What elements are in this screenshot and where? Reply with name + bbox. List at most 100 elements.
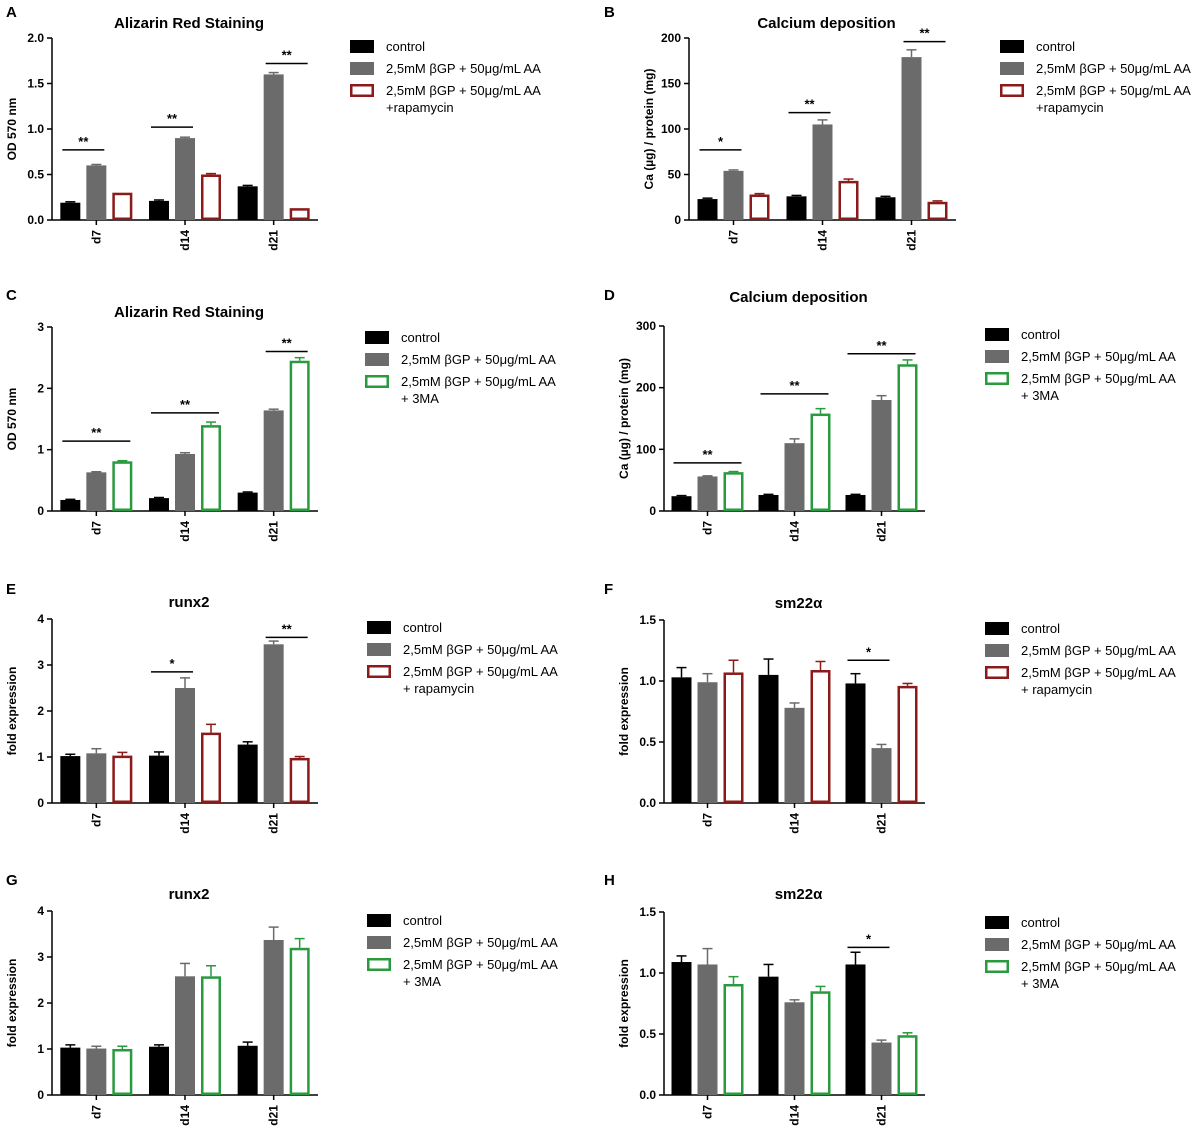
bar [723,472,744,511]
legend: control 2,5mM βGP + 50μg/mL AA 2,5mM βGP +… [985,327,1176,403]
bar [897,364,918,511]
legend-label-line2: + 3MA [1021,976,1059,991]
legend-swatch [350,84,374,97]
bar [149,200,169,220]
y-tick-label: 50 [668,168,682,182]
legend-label: control [401,330,440,345]
y-axis-label: fold expression [617,959,631,1048]
bar [289,208,310,220]
y-tick-label: 1.0 [639,966,656,980]
panel-label: B [604,4,615,21]
bar [263,644,284,803]
bar [697,476,718,511]
y-tick-label: 1.5 [27,77,44,91]
bar [723,170,744,220]
y-tick-label: 3 [37,320,44,334]
bar [786,196,807,220]
panel-label: G [6,872,18,889]
panel-label: F [604,581,613,598]
legend-label: 2,5mM βGP + 50μg/mL AA [1021,959,1176,974]
x-tick-label: d7 [89,230,103,244]
legend-label: control [386,39,425,54]
bar [263,939,284,1095]
bar [201,425,221,511]
legend-swatch [985,622,1009,635]
bar [723,672,744,804]
bar [237,744,258,803]
y-tick-label: 1.5 [639,905,656,919]
bar [237,492,258,511]
legend-label: control [403,913,442,928]
bar [86,753,107,803]
legend-label: 2,5mM βGP + 50μg/mL AA [403,935,558,950]
y-tick-label: 4 [37,904,44,918]
legend-swatch [985,350,1009,363]
x-tick-label: d7 [701,521,715,535]
y-tick-label: 0.0 [27,213,44,227]
x-tick-label: d21 [267,230,281,251]
bar [60,1047,81,1095]
bar [201,732,221,803]
significance-label: ** [282,336,293,351]
panel-label: E [6,581,16,598]
x-tick-label: d7 [727,230,741,244]
chart-panel-a: A Alizarin Red Staining 0.0 0.5 1.0 1.5 2.0 OD … [5,4,541,251]
legend-swatch [1000,84,1024,97]
bar [927,201,948,221]
significance-label: * [866,931,872,946]
legend-swatch [367,958,391,971]
significance-label: ** [180,397,191,412]
legend: control 2,5mM βGP + 50μg/mL AA 2,5mM βGP +… [367,620,558,696]
legend-label-line2: + rapamycin [403,681,474,696]
y-tick-label: 0 [37,1088,44,1102]
y-axis-label: fold expression [5,959,19,1048]
bar [175,976,195,1095]
legend-label-line2: +rapamycin [386,100,454,115]
bar [838,180,859,220]
bar [86,472,107,511]
bar [875,197,896,220]
legend-label-line2: + 3MA [401,391,439,406]
significance-label: ** [702,447,713,462]
chart-title: sm22α [775,886,823,903]
legend: control 2,5mM βGP + 50μg/mL AA 2,5mM βGP +… [367,913,558,989]
bar [758,976,779,1095]
bar [871,1042,892,1095]
y-tick-label: 100 [636,442,656,456]
y-tick-label: 0.5 [27,168,44,182]
y-tick-label: 200 [661,31,681,45]
bar [112,192,133,220]
legend-swatch [367,621,391,634]
significance-label: * [866,644,872,659]
legend-label: 2,5mM βGP + 50μg/mL AA [403,957,558,972]
x-tick-label: d21 [267,813,281,834]
y-axis-label: Ca (µg) / protein (mg) [617,358,631,479]
x-tick-label: d21 [875,813,889,834]
bar [60,756,81,803]
chart-title: Calcium deposition [757,15,895,32]
legend-swatch [985,938,1009,951]
y-tick-label: 0 [37,504,44,518]
bar [86,1048,107,1095]
bar [723,983,744,1095]
bar [237,1045,258,1095]
bar [112,755,133,803]
bar [784,443,805,511]
bar [149,755,169,803]
bar [86,165,107,220]
bar [60,202,81,220]
y-tick-label: 100 [661,122,681,136]
bar [263,410,284,511]
y-tick-label: 2 [37,381,44,395]
bar [810,991,831,1095]
y-tick-label: 0.0 [639,796,656,810]
y-tick-label: 0 [649,504,656,518]
y-axis-label: OD 570 nm [5,388,19,451]
chart-panel-c: C Alizarin Red Staining 0 1 2 3 OD 570 nm d7 d14… [5,287,556,542]
bar [697,964,718,1095]
legend-label-line2: + 3MA [403,974,441,989]
x-tick-label: d14 [788,1105,802,1126]
bar [289,947,310,1095]
